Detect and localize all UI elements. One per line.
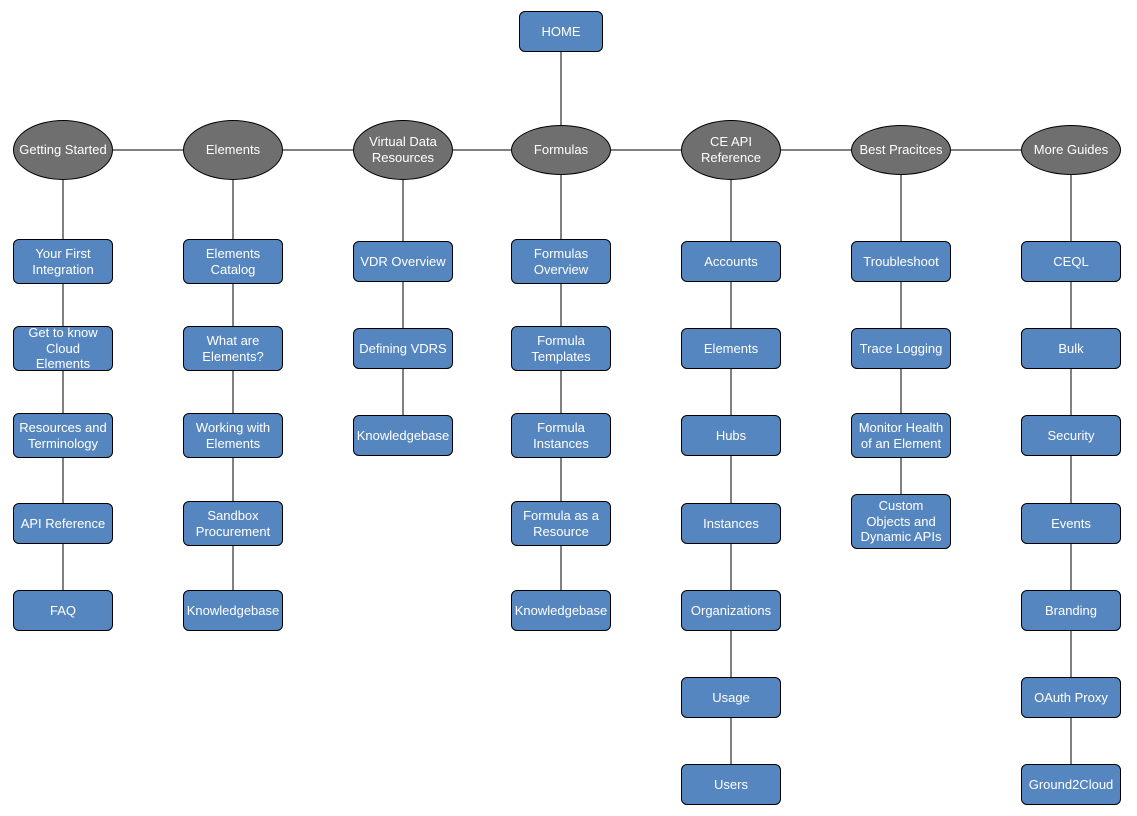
node-cat_el: Elements bbox=[183, 120, 283, 180]
node-api_2: Elements bbox=[681, 328, 781, 369]
node-fm_2: Formula Templates bbox=[511, 326, 611, 371]
node-label: Users bbox=[714, 777, 748, 793]
node-el_4: Sandbox Procurement bbox=[183, 501, 283, 546]
node-mg_3: Security bbox=[1021, 415, 1121, 456]
node-label: API Reference bbox=[21, 516, 106, 532]
node-el_2: What are Elements? bbox=[183, 326, 283, 371]
node-mg_5: Branding bbox=[1021, 590, 1121, 631]
node-label: What are Elements? bbox=[188, 333, 278, 364]
node-label: Formula Templates bbox=[516, 333, 606, 364]
node-label: Instances bbox=[703, 516, 759, 532]
node-gs_4: API Reference bbox=[13, 503, 113, 544]
node-cat_gs: Getting Started bbox=[13, 120, 113, 180]
node-label: More Guides bbox=[1034, 142, 1108, 158]
node-fm_1: Formulas Overview bbox=[511, 239, 611, 284]
node-label: Elements Catalog bbox=[188, 246, 278, 277]
node-label: Usage bbox=[712, 690, 750, 706]
node-label: Trace Logging bbox=[860, 341, 943, 357]
node-label: Elements bbox=[206, 142, 260, 158]
node-mg_2: Bulk bbox=[1021, 328, 1121, 369]
node-label: Bulk bbox=[1058, 341, 1083, 357]
node-label: Getting Started bbox=[19, 142, 106, 158]
node-label: Sandbox Procurement bbox=[188, 508, 278, 539]
node-fm_5: Knowledgebase bbox=[511, 590, 611, 631]
node-bp_4: Custom Objects and Dynamic APIs bbox=[851, 494, 951, 549]
node-label: Formulas Overview bbox=[516, 246, 606, 277]
node-label: Defining VDRS bbox=[359, 341, 446, 357]
node-label: Hubs bbox=[716, 428, 746, 444]
node-api_4: Instances bbox=[681, 503, 781, 544]
node-label: Virtual Data Resources bbox=[358, 134, 448, 165]
node-home: HOME bbox=[519, 11, 603, 52]
node-label: CEQL bbox=[1053, 254, 1088, 270]
node-mg_6: OAuth Proxy bbox=[1021, 677, 1121, 718]
node-label: Your First Integration bbox=[18, 246, 108, 277]
node-vdr_3: Knowledgebase bbox=[353, 415, 453, 456]
node-label: Elements bbox=[704, 341, 758, 357]
node-api_7: Users bbox=[681, 764, 781, 805]
node-api_1: Accounts bbox=[681, 241, 781, 282]
node-label: Custom Objects and Dynamic APIs bbox=[856, 498, 946, 545]
node-label: FAQ bbox=[50, 603, 76, 619]
node-label: Formula as a Resource bbox=[516, 508, 606, 539]
node-label: Organizations bbox=[691, 603, 771, 619]
node-cat_mg: More Guides bbox=[1021, 125, 1121, 175]
node-mg_1: CEQL bbox=[1021, 241, 1121, 282]
node-label: Accounts bbox=[704, 254, 757, 270]
node-label: Resources and Terminology bbox=[18, 420, 108, 451]
diagram-edges bbox=[0, 0, 1137, 816]
node-label: Formulas bbox=[534, 142, 588, 158]
node-label: Formula Instances bbox=[516, 420, 606, 451]
node-gs_5: FAQ bbox=[13, 590, 113, 631]
node-label: Branding bbox=[1045, 603, 1097, 619]
node-api_3: Hubs bbox=[681, 415, 781, 456]
node-bp_1: Troubleshoot bbox=[851, 241, 951, 282]
node-bp_3: Monitor Health of an Element bbox=[851, 413, 951, 458]
node-gs_3: Resources and Terminology bbox=[13, 413, 113, 458]
node-fm_3: Formula Instances bbox=[511, 413, 611, 458]
node-bp_2: Trace Logging bbox=[851, 328, 951, 369]
node-label: OAuth Proxy bbox=[1034, 690, 1108, 706]
node-label: Best Pracitces bbox=[859, 142, 942, 158]
node-label: HOME bbox=[542, 24, 581, 40]
node-mg_4: Events bbox=[1021, 503, 1121, 544]
node-label: Monitor Health of an Element bbox=[856, 420, 946, 451]
node-label: Events bbox=[1051, 516, 1091, 532]
node-label: Knowledgebase bbox=[357, 428, 450, 444]
node-label: Working with Elements bbox=[188, 420, 278, 451]
node-vdr_2: Defining VDRS bbox=[353, 328, 453, 369]
node-label: Security bbox=[1048, 428, 1095, 444]
node-api_5: Organizations bbox=[681, 590, 781, 631]
node-label: VDR Overview bbox=[360, 254, 445, 270]
node-gs_1: Your First Integration bbox=[13, 239, 113, 284]
node-cat_vdr: Virtual Data Resources bbox=[353, 120, 453, 180]
node-el_1: Elements Catalog bbox=[183, 239, 283, 284]
node-label: Ground2Cloud bbox=[1029, 777, 1114, 793]
node-label: Troubleshoot bbox=[863, 254, 938, 270]
node-mg_7: Ground2Cloud bbox=[1021, 764, 1121, 805]
node-label: CE API Reference bbox=[686, 134, 776, 165]
node-api_6: Usage bbox=[681, 677, 781, 718]
node-label: Get to know Cloud Elements bbox=[18, 325, 108, 372]
node-cat_api: CE API Reference bbox=[681, 120, 781, 180]
node-cat_fm: Formulas bbox=[511, 125, 611, 175]
node-label: Knowledgebase bbox=[515, 603, 608, 619]
node-gs_2: Get to know Cloud Elements bbox=[13, 326, 113, 371]
node-fm_4: Formula as a Resource bbox=[511, 501, 611, 546]
node-el_3: Working with Elements bbox=[183, 413, 283, 458]
node-label: Knowledgebase bbox=[187, 603, 280, 619]
node-el_5: Knowledgebase bbox=[183, 590, 283, 631]
node-vdr_1: VDR Overview bbox=[353, 241, 453, 282]
node-cat_bp: Best Pracitces bbox=[851, 125, 951, 175]
